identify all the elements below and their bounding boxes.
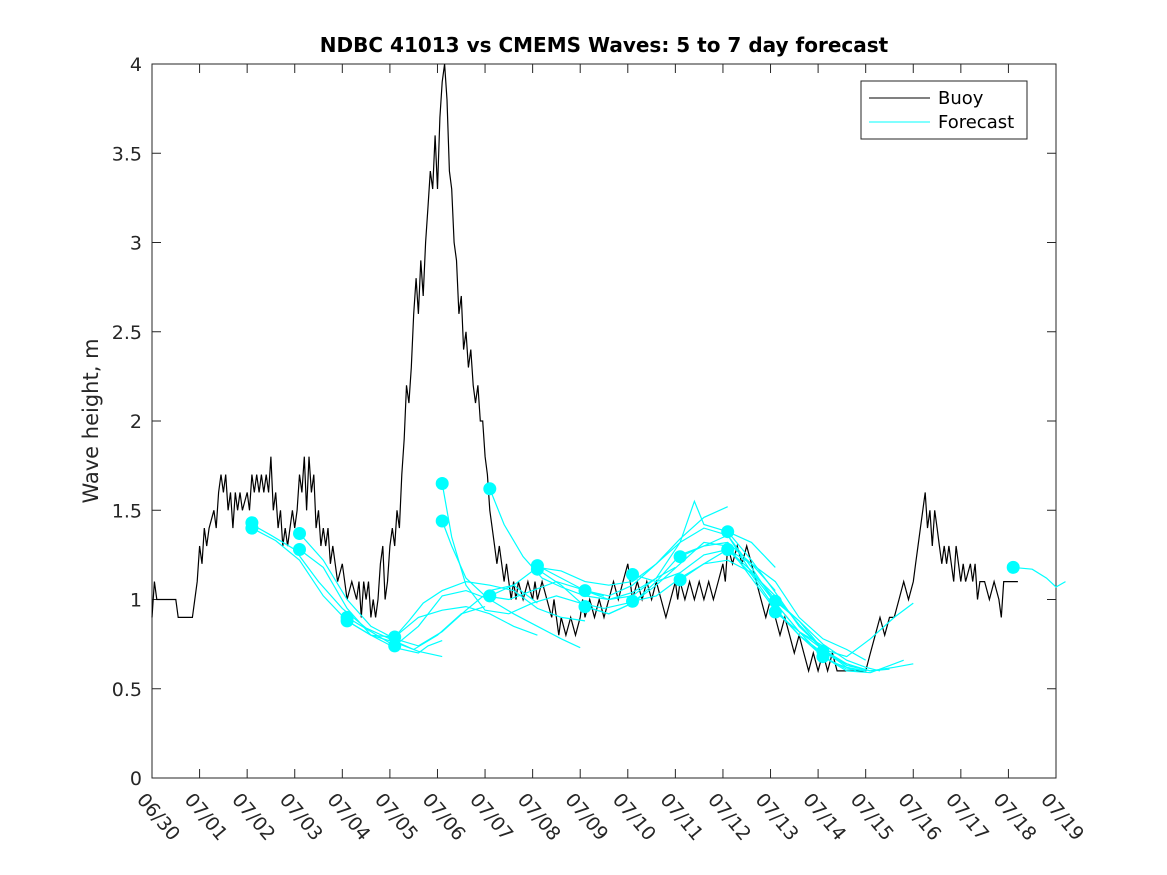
y-tick-label: 0 bbox=[130, 768, 142, 790]
y-tick-label: 3 bbox=[130, 233, 142, 255]
forecast-marker bbox=[435, 477, 449, 490]
forecast-marker bbox=[530, 562, 544, 576]
forecast-marker bbox=[626, 594, 639, 608]
y-axis-label: Wave height, m bbox=[79, 338, 103, 503]
forecast-line bbox=[632, 548, 866, 661]
forecast-marker bbox=[293, 527, 306, 540]
forecast-line bbox=[299, 533, 538, 647]
forecast-marker bbox=[245, 521, 259, 535]
forecast-line bbox=[489, 506, 728, 597]
plot-area bbox=[151, 63, 1057, 779]
forecast-marker bbox=[768, 594, 782, 608]
forecast-line bbox=[1013, 566, 1066, 588]
forecast-line bbox=[394, 580, 586, 638]
legend: Buoy Forecast bbox=[860, 80, 1028, 140]
forecast-marker bbox=[483, 589, 497, 603]
forecast-marker bbox=[483, 482, 497, 496]
forecast-marker bbox=[816, 650, 830, 664]
buoy-line bbox=[151, 63, 1018, 674]
y-tick-label: 4 bbox=[130, 54, 142, 76]
forecast-marker bbox=[435, 514, 449, 528]
y-tick-label: 1.5 bbox=[112, 500, 142, 522]
buoy-series bbox=[151, 63, 1018, 674]
forecast-marker bbox=[388, 630, 402, 644]
y-tick-label: 2.5 bbox=[112, 322, 142, 344]
forecast-marker bbox=[626, 568, 639, 581]
y-tick-label: 2 bbox=[130, 411, 142, 433]
forecast-marker bbox=[578, 584, 592, 598]
forecast-markers bbox=[245, 477, 1020, 664]
legend-forecast-label: Forecast bbox=[938, 112, 1014, 133]
y-tick-label: 1 bbox=[130, 590, 142, 612]
forecast-line bbox=[346, 605, 538, 638]
forecast-marker bbox=[673, 550, 687, 564]
forecast-marker bbox=[388, 639, 402, 653]
chart-title: NDBC 41013 vs CMEMS Waves: 5 to 7 day fo… bbox=[320, 33, 889, 57]
forecast-marker bbox=[768, 605, 782, 619]
y-tick-label: 0.5 bbox=[112, 679, 142, 701]
forecast-marker bbox=[293, 543, 306, 556]
forecast-line bbox=[299, 549, 443, 654]
forecast-line bbox=[774, 600, 890, 672]
forecast-marker bbox=[721, 525, 735, 539]
forecast-line bbox=[489, 488, 676, 601]
forecast-marker bbox=[673, 573, 687, 587]
forecast-marker bbox=[1006, 560, 1020, 574]
forecast-line bbox=[346, 589, 581, 649]
forecast-line bbox=[727, 549, 881, 672]
y-tick-label: 3.5 bbox=[112, 143, 142, 165]
forecast-line bbox=[441, 520, 605, 601]
forecast-marker bbox=[721, 543, 735, 556]
legend-box bbox=[860, 80, 1028, 140]
legend-buoy-label: Buoy bbox=[938, 88, 984, 109]
forecast-marker bbox=[340, 614, 354, 628]
forecast-marker bbox=[578, 600, 592, 614]
